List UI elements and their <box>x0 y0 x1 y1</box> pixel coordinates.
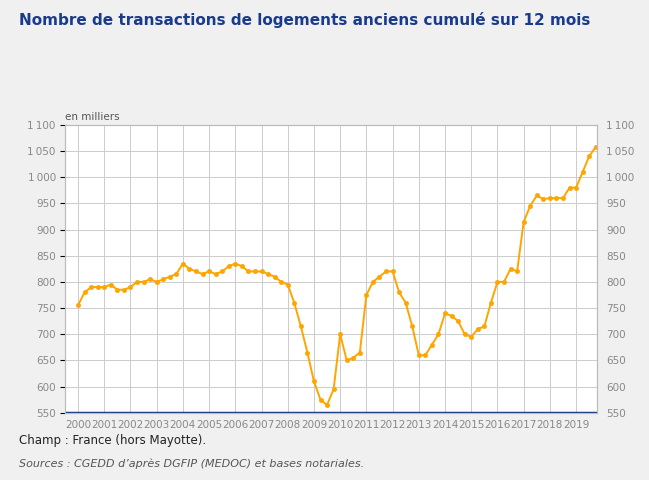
Text: Sources : CGEDD d’après DGFIP (MEDOC) et bases notariales.: Sources : CGEDD d’après DGFIP (MEDOC) et… <box>19 458 365 469</box>
Text: Champ : France (hors Mayotte).: Champ : France (hors Mayotte). <box>19 434 206 447</box>
Text: Nombre de transactions de logements anciens cumulé sur 12 mois: Nombre de transactions de logements anci… <box>19 12 591 28</box>
Text: en milliers: en milliers <box>65 112 119 122</box>
